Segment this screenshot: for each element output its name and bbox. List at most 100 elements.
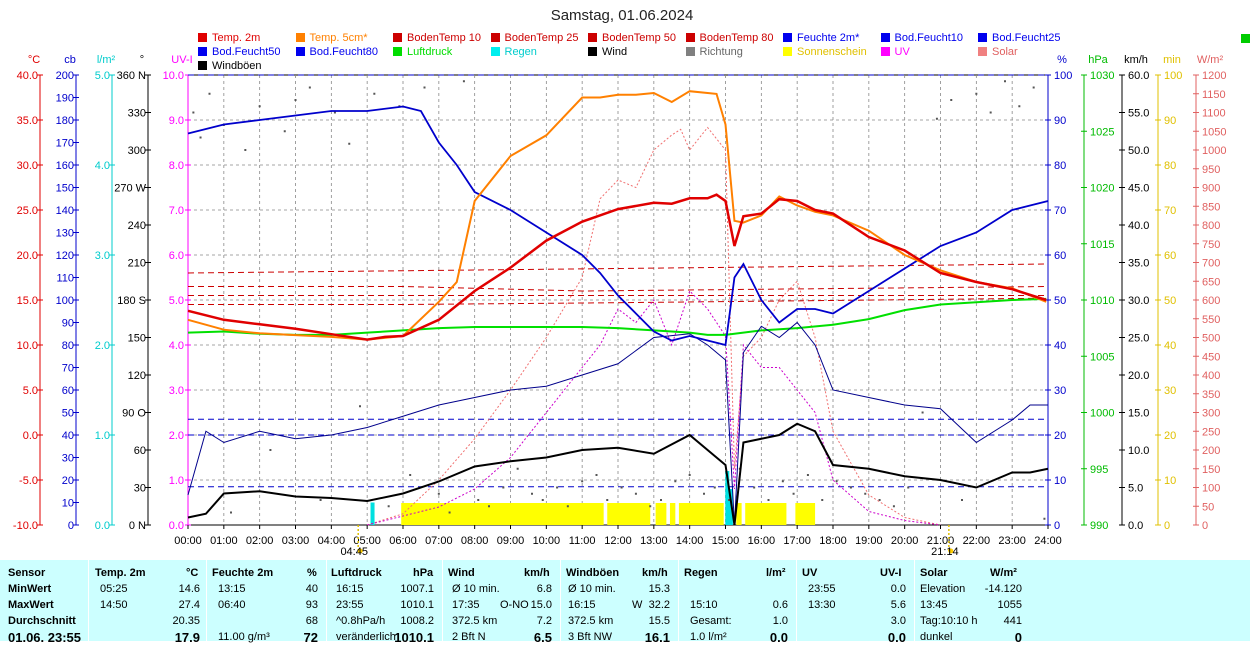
axis-tick-label-2: 4.0	[95, 160, 110, 172]
legend-swatch	[978, 47, 987, 56]
axis-tick-label-1: 100	[56, 295, 74, 307]
stat-luft_t: veränderlich	[336, 631, 396, 643]
direction-point	[634, 492, 637, 495]
axis-tick-label-3: 360 N	[117, 70, 146, 82]
direction-point	[864, 492, 867, 495]
direction-point	[516, 467, 519, 470]
axis-tick-label-6: 1030	[1090, 70, 1114, 82]
series-line-2	[187, 105, 1049, 347]
legend-swatch	[685, 33, 695, 42]
stat-temp_t: 05:25	[100, 583, 128, 595]
soil-temp-line-3	[187, 263, 1049, 274]
soil-temp-line-1	[188, 297, 1049, 305]
axis-tick-label-0: 15.0	[17, 295, 38, 307]
axis-tick-label-8: 20	[1164, 430, 1176, 442]
stat-feuchte_v: 68	[305, 615, 318, 627]
direction-point	[878, 499, 881, 501]
axis-tick-label-1: 90	[62, 318, 74, 330]
stat-luft_t: 23:55	[336, 599, 364, 611]
axis-tick-label-8: 0	[1164, 520, 1170, 532]
axis-tick-label-1: 30	[62, 453, 74, 465]
axis-tick-label-5: 80	[1054, 160, 1066, 172]
x-tick-label: 11:00	[569, 535, 596, 547]
legend-item: Temp. 5cm*	[295, 32, 368, 45]
direction-point	[283, 130, 286, 133]
axis-tick-label-9: 1150	[1202, 89, 1226, 101]
axis-tick-label-1: 80	[62, 340, 74, 352]
direction-point	[531, 492, 533, 495]
axis-tick-label-5: 70	[1054, 205, 1066, 217]
series-line-7	[367, 126, 941, 526]
stat-wind_v: 7.2	[536, 615, 552, 627]
axis-tick-label-6: 1005	[1090, 351, 1114, 363]
legend: Temp. 2m Temp. 5cm* BodenTemp 10 BodenTemp …	[195, 30, 1075, 74]
axis-tick-label-3: 240	[128, 220, 146, 232]
direction-point	[921, 411, 924, 414]
stat-regen_l: 15:10	[690, 599, 718, 611]
stat-wind_v: 15.0	[530, 599, 552, 611]
axis-tick-label-3: 60	[134, 445, 146, 457]
x-tick-label: 07:00	[425, 535, 453, 547]
stat-wind_l: 17:35	[452, 599, 480, 611]
legend-swatch	[880, 33, 890, 42]
direction-point	[649, 505, 652, 508]
stat-regen_l: 1.0 l/m²	[690, 631, 727, 643]
axis-tick-label-2: 2.0	[95, 340, 110, 352]
axis-tick-label-9: 700	[1202, 258, 1220, 270]
axis-tick-label-9: 0	[1202, 520, 1208, 532]
direction-point	[975, 92, 978, 95]
stat-boeen_d: W	[632, 599, 643, 611]
legend-swatch	[295, 47, 305, 56]
axis-tick-label-0: 30.0	[17, 160, 38, 172]
direction-point	[199, 136, 202, 139]
sunshine-bar	[655, 503, 667, 525]
axis-tick-label-9: 550	[1202, 314, 1220, 326]
legend-label: BodenTemp 25	[504, 32, 579, 44]
direction-point	[319, 499, 322, 501]
legend-item: BodenTemp 25	[490, 32, 579, 45]
x-tick-label: 16:00	[748, 535, 776, 547]
stat-solar_v: 1055	[997, 599, 1022, 611]
legend-label: Bod.Feucht80	[309, 46, 379, 58]
legend-item: Windböen	[198, 60, 262, 73]
hdr-wind: Wind	[448, 567, 475, 579]
legend-swatch	[588, 33, 597, 42]
axis-tick-label-9: 950	[1202, 164, 1220, 176]
x-tick-label: 12:00	[604, 535, 632, 547]
axis-tick-label-0: -10.0	[13, 520, 38, 532]
axis-tick-label-3: 30	[134, 483, 146, 495]
x-tick-label: 20:00	[891, 535, 919, 547]
legend-swatch	[198, 61, 207, 70]
x-tick-label: 08:00	[461, 535, 489, 547]
x-tick-label: 00:00	[174, 535, 202, 547]
x-tick-label: 10:00	[533, 535, 561, 547]
legend-label: Sonnenschein	[797, 46, 867, 58]
axis-tick-label-3: 0 N	[129, 520, 146, 532]
axis-tick-label-9: 450	[1202, 351, 1220, 363]
axis-tick-label-8: 10	[1164, 475, 1176, 487]
x-tick-label: 24:00	[1034, 535, 1062, 547]
sunset-label: 21:14	[931, 546, 959, 558]
stats-table: Sensor Temp. 2m °C Feuchte 2m % Luftdruc…	[0, 560, 1250, 645]
stat-boeen_l: 16:15	[568, 599, 596, 611]
legend-swatch-cut	[1241, 34, 1250, 43]
axis-tick-label-1: 40	[62, 430, 74, 442]
legend-item: BodenTemp 50	[588, 32, 676, 45]
axis-unit-9: W/m²	[1197, 54, 1224, 66]
legend-label: Regen	[504, 46, 537, 58]
stat-temp_t: 14:50	[100, 599, 128, 611]
direction-point	[595, 474, 598, 476]
direction-point	[448, 511, 451, 514]
x-tick-label: 14:00	[676, 535, 704, 547]
hdr-luft: Luftdruck	[331, 567, 382, 579]
axis-tick-label-9: 100	[1202, 483, 1220, 495]
axis-tick-label-9: 400	[1202, 370, 1220, 382]
axis-tick-label-9: 50	[1202, 501, 1214, 513]
stat-boeen_l: Ø 10 min.	[568, 583, 616, 595]
axis-tick-label-5: 60	[1054, 250, 1066, 262]
axis-tick-label-3: 150	[128, 333, 146, 345]
axis-tick-label-4: 0.0	[169, 520, 184, 532]
legend-item: Richtung	[685, 46, 743, 59]
direction-point	[792, 492, 795, 495]
axis-tick-label-6: 995	[1090, 464, 1108, 476]
